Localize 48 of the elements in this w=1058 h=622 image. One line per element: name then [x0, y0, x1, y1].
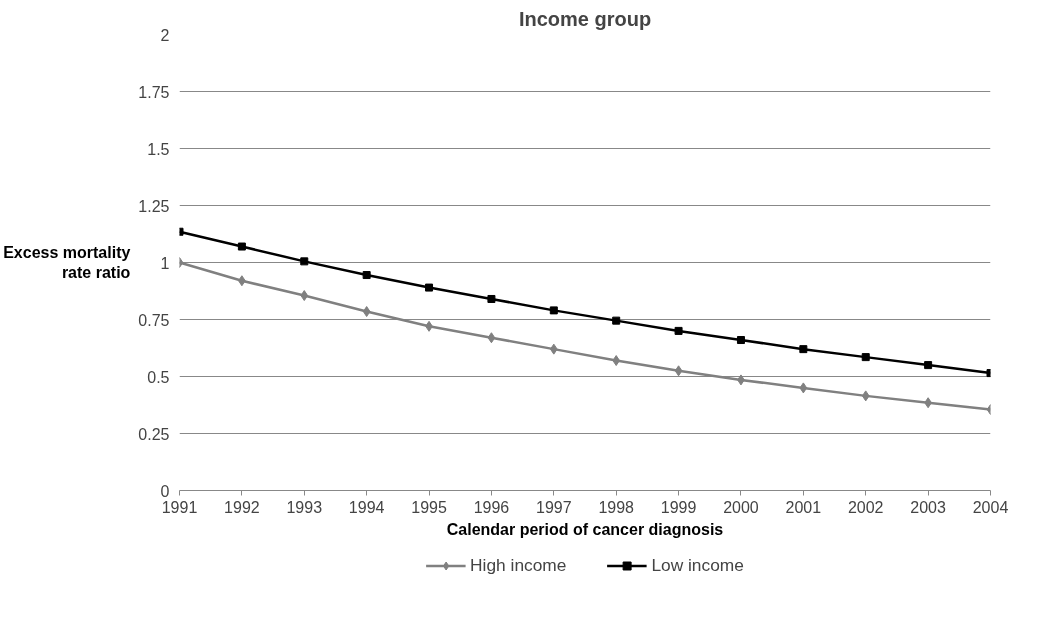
- point: [362, 271, 371, 280]
- point: [549, 306, 558, 315]
- point: [237, 242, 246, 251]
- legend-label: Low income: [651, 554, 744, 576]
- y-tick-label: 1.25: [138, 197, 170, 215]
- point: [425, 283, 434, 292]
- point: [924, 361, 933, 370]
- y-tick-label: 2: [160, 26, 170, 44]
- y-tick-label: 1.75: [138, 83, 170, 101]
- point: [549, 343, 558, 355]
- y-tick-label: 1.5: [147, 140, 170, 158]
- x-tick-label: 1991: [161, 498, 198, 516]
- x-tick-label: 2001: [785, 498, 822, 516]
- x-tick-label: 1995: [411, 498, 447, 516]
- x-tick-label: 1994: [348, 498, 385, 516]
- x-tick-label: 2000: [723, 498, 759, 516]
- y-tick-label: 0: [160, 482, 170, 500]
- legend-label: High income: [470, 554, 567, 576]
- point: [612, 355, 621, 367]
- y-axis-title: Excess mortality rate ratio: [3, 243, 131, 282]
- x-tick-label: 1993: [286, 498, 323, 516]
- point: [861, 390, 870, 402]
- chart-title: Income group: [518, 7, 652, 30]
- y-tick-label: 0.5: [147, 368, 170, 386]
- y-tick-label: 1: [160, 254, 170, 272]
- point: [487, 332, 496, 344]
- point: [300, 257, 309, 266]
- y-tick-label: 0.75: [138, 311, 170, 329]
- x-tick-label: 2003: [910, 498, 947, 516]
- point: [674, 365, 683, 377]
- x-tick-label: 2004: [972, 498, 1009, 516]
- point: [799, 345, 808, 354]
- point: [861, 353, 870, 362]
- y-tick-label: 0.25: [138, 425, 170, 443]
- point: [799, 382, 808, 394]
- x-tick-label: 1997: [536, 498, 572, 516]
- point: [736, 336, 745, 345]
- point: [487, 294, 496, 303]
- x-tick-label: 1999: [660, 498, 697, 516]
- x-tick-label: 2002: [847, 498, 884, 516]
- x-tick-label: 1996: [473, 498, 510, 516]
- x-tick-label: 1998: [598, 498, 635, 516]
- point: [362, 306, 371, 318]
- x-axis-title: Calendar period of cancer diagnosis: [446, 520, 724, 538]
- point: [674, 326, 683, 335]
- point: [300, 290, 309, 302]
- x-tick-label: 1992: [224, 498, 260, 516]
- point: [612, 316, 621, 325]
